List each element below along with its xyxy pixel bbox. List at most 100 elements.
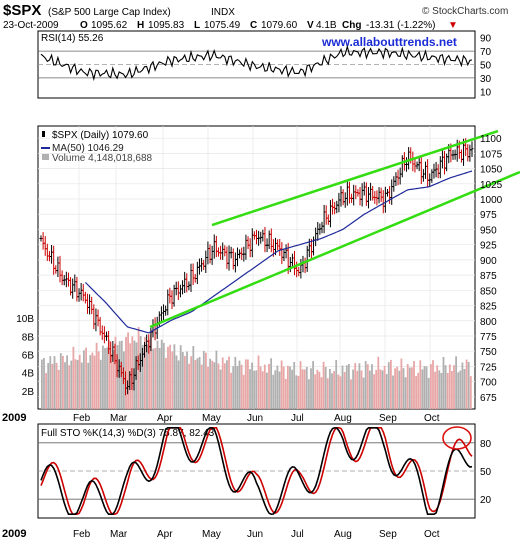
price-tick-700: 700 (480, 378, 497, 389)
volume-bar-202 (465, 359, 468, 409)
change-down-icon: ▼ (448, 20, 458, 31)
volume-bar-196 (453, 365, 455, 409)
volume-bar-89 (228, 356, 230, 409)
close-label: C (250, 20, 257, 31)
volume-bar-19 (80, 362, 83, 409)
volume-bar-178 (415, 376, 417, 409)
price-legend-label: $SPX (Daily) 1079.60 (52, 130, 149, 141)
price-bars (39, 138, 474, 396)
price-tick-875: 875 (480, 271, 497, 282)
volume-bar-179 (417, 372, 420, 409)
volume-bar-144 (343, 372, 346, 409)
volume-bar-9 (59, 353, 62, 409)
axis-bottom-month-feb: Feb (73, 529, 91, 540)
volume-bar-104 (259, 366, 262, 409)
volume-bar-12 (66, 355, 68, 409)
volume-bar-163 (383, 366, 386, 409)
price-legend-swatch (42, 131, 45, 137)
volume-label: V (307, 20, 314, 31)
channel-lower-line (149, 170, 520, 329)
axis-top-month-apr: Apr (157, 413, 173, 424)
volume-bar-177 (413, 361, 415, 409)
symbol-title: $SPX (3, 2, 41, 19)
volume-bar-102 (255, 370, 258, 409)
volume-bar-5 (51, 363, 54, 409)
low-label: L (194, 20, 200, 31)
volume-bar-37 (118, 341, 121, 409)
volume-tick-4B: 4B (22, 369, 35, 380)
stoch-label: Full STO %K(14,3) %D(3) 75.87, 82.43 (41, 428, 215, 439)
volume-bar-128 (310, 368, 312, 409)
volume-bar-98 (247, 359, 249, 409)
volume-bar-69 (186, 351, 188, 409)
low-value: 1075.49 (204, 20, 241, 31)
volume-bar-47 (139, 336, 142, 409)
volume-bar-171 (400, 358, 403, 409)
volume-bar-151 (358, 363, 361, 409)
volume-bar-150 (356, 370, 359, 409)
volume-bar-121 (295, 375, 298, 409)
volume-bar-60 (167, 346, 169, 409)
high-label: H (137, 20, 144, 31)
volume-bar-29 (102, 345, 104, 409)
volume-bar-193 (446, 373, 449, 409)
volume-bar-126 (305, 367, 308, 409)
volume-bar-81 (211, 360, 214, 409)
volume-bar-176 (411, 367, 413, 409)
change-label: Chg (342, 20, 361, 31)
volume-bar-55 (156, 340, 159, 409)
volume-bar-58 (162, 342, 165, 409)
volume-bar-140 (335, 360, 338, 409)
volume-bar-63 (173, 344, 176, 409)
volume-tick-8B: 8B (22, 332, 35, 343)
rsi-label: RSI(14) 55.26 (41, 33, 104, 44)
volume-bar-122 (297, 375, 300, 409)
volume-bar-75 (198, 357, 201, 409)
volume-bar-127 (308, 379, 310, 409)
volume-bar-36 (116, 345, 119, 409)
price-tick-850: 850 (480, 286, 497, 297)
volume-bar-73 (194, 359, 197, 409)
volume-bar-16 (74, 359, 77, 409)
volume-bar-57 (160, 339, 163, 409)
volume-bar-4 (49, 356, 52, 409)
volume-legend-swatch (42, 154, 49, 160)
price-bar-204 (470, 141, 474, 157)
volume-bar-35 (114, 336, 117, 409)
site-link[interactable]: www.allabouttrends.net (321, 35, 457, 49)
axis-bottom-month-oct: Oct (424, 529, 440, 540)
volume-tick-10B: 10B (16, 314, 34, 325)
volume-bar-191 (442, 357, 445, 409)
axis-bottom-month-jul: Jul (291, 529, 304, 540)
rsi-tick-30: 30 (480, 74, 492, 85)
price-tick-950: 950 (480, 225, 497, 236)
volume-bar-134 (322, 361, 325, 409)
volume-bar-117 (287, 365, 289, 409)
volume-bar-22 (87, 362, 90, 409)
volume-bar-165 (387, 362, 390, 409)
axis-top-month-oct: Oct (424, 413, 440, 424)
axis-top-month-feb: Feb (73, 413, 91, 424)
volume-bar-189 (438, 370, 441, 409)
volume-bar-10 (62, 355, 64, 409)
volume-bar-78 (205, 352, 207, 409)
volume-bar-115 (282, 366, 285, 409)
volume-bar-169 (396, 366, 399, 409)
volume-bar-24 (91, 352, 94, 409)
ma50-line (84, 170, 473, 334)
rsi-tick-70: 70 (480, 47, 492, 58)
price-tick-1075: 1075 (480, 149, 503, 160)
volume-bar-166 (390, 359, 392, 409)
volume-bar-71 (190, 356, 193, 409)
volume-bar-23 (89, 355, 92, 409)
ma-legend-label: MA(50) 1046.29 (52, 143, 124, 154)
trend-channel (149, 129, 520, 329)
volume-bar-135 (324, 367, 327, 409)
price-ticks: 1100 1075 1050 1025 1000 975 950 925 900 875 850 82… (480, 134, 503, 404)
volume-bar-132 (318, 371, 321, 409)
volume-bar-112 (276, 365, 279, 409)
volume-bar-38 (120, 340, 123, 409)
volume-bar-96 (242, 374, 245, 409)
volume-bar-34 (112, 350, 115, 409)
